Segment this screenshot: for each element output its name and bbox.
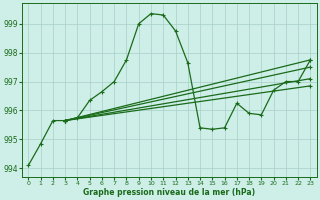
X-axis label: Graphe pression niveau de la mer (hPa): Graphe pression niveau de la mer (hPa) (83, 188, 255, 197)
